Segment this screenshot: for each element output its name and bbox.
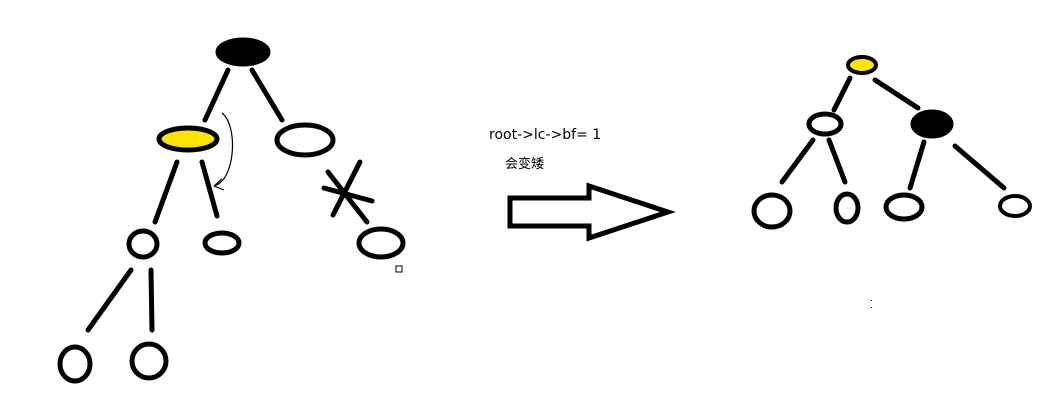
left-l3-node-b: [129, 341, 169, 381]
edge-root-left: [202, 67, 231, 123]
left-l2-node-a: [126, 228, 160, 260]
cut-mark-line-1: [325, 169, 370, 225]
right-yellow-root-node: [846, 55, 878, 75]
left-l2-node-b: [202, 230, 242, 256]
stray-dot-1: [871, 300, 872, 301]
right-leaf-d: [998, 194, 1032, 218]
rotation-condition-label: root->lc->bf= 1: [489, 127, 602, 143]
edge-r-black-b: [952, 143, 1007, 191]
height-decrease-caption: 会变矮: [505, 157, 545, 172]
edge-r-left-b: [826, 137, 848, 185]
right-leaf-c: [883, 192, 925, 222]
edge-yellow-left: [152, 159, 180, 225]
stray-dot-2: [871, 307, 872, 308]
rotation-arrow: [213, 112, 234, 187]
small-square-marker: [395, 265, 403, 273]
edge-r-left-a: [779, 137, 816, 185]
left-yellow-node: [156, 125, 220, 153]
edge-yellow-right: [199, 159, 220, 219]
right-leaf-a: [751, 192, 793, 230]
edge-r-root-right: [872, 77, 921, 111]
edge-r-root-left: [831, 75, 853, 113]
edge-root-right: [249, 67, 285, 123]
rotation-arrow-head: [213, 178, 225, 191]
edge-r-black-a: [907, 139, 927, 191]
transform-arrow: [507, 182, 676, 242]
cut-mark-line-2: [330, 159, 363, 218]
right-left-node: [806, 111, 844, 137]
left-right-node: [274, 122, 336, 158]
cut-mark-line-3: [321, 185, 375, 204]
left-l2-node-c: [356, 226, 406, 260]
edge-leaf-left-a: [85, 267, 134, 333]
left-l3-node-a: [57, 344, 93, 384]
right-leaf-b: [833, 191, 861, 225]
edge-leaf-left-b: [148, 267, 155, 333]
left-root-node: [215, 37, 271, 67]
right-black-node: [910, 109, 954, 139]
